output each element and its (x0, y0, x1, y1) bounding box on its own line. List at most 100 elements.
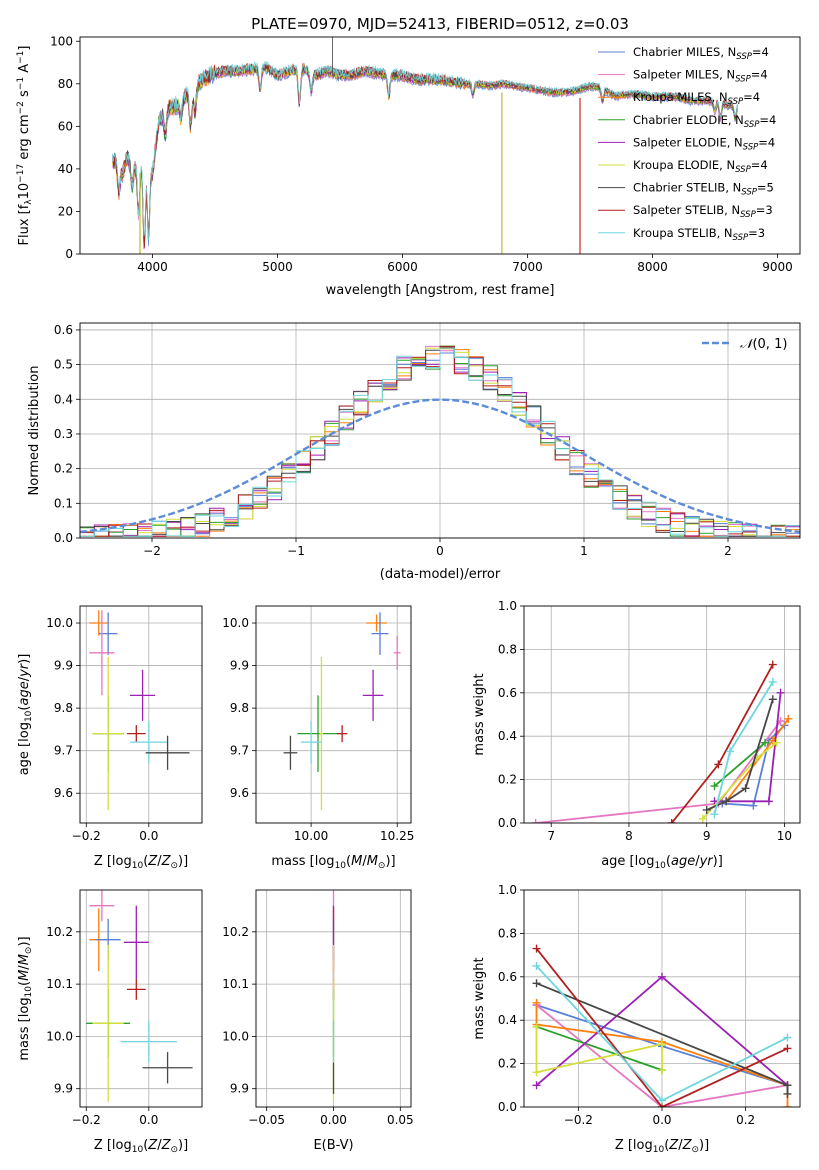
plot-area (80, 606, 202, 823)
legend-entry: Chabrier ELODIE, NSSP=4 (633, 113, 776, 130)
axes-frame (255, 889, 412, 1108)
weight-marker (768, 660, 777, 669)
x-tick-label: −0.2 (564, 1113, 593, 1127)
weight-marker (532, 998, 541, 1007)
axes-frame (79, 36, 801, 255)
y-tick-label: 0.5 (54, 358, 73, 372)
weight-marker (749, 801, 758, 810)
weight-marker (698, 814, 707, 823)
y-tick-label: 9.6 (54, 786, 73, 800)
axes-frame (79, 889, 203, 1108)
y-tick-label: 9.9 (230, 1082, 249, 1096)
axes-frame (255, 605, 412, 824)
x-tick-label: −0.2 (72, 1113, 101, 1127)
weight-marker (768, 677, 777, 686)
x-axis-label: Z [log10(Z/Z⊙)] (615, 1138, 709, 1155)
panel-weight-vs-Z: −0.2 0.0 0.2 0.0 0.2 0.4 0.6 0.8 1.0 Z [log10(Z/Z… (472, 883, 801, 1155)
weight-marker (710, 782, 719, 791)
weight-marker (667, 819, 676, 823)
y-axis-label: Normed distribution (27, 366, 42, 496)
weight-line (713, 681, 774, 815)
weight-marker (783, 1089, 792, 1098)
x-axis-label: mass [log10(M/M⊙)] (271, 854, 395, 871)
histogram-step (80, 347, 800, 537)
panel-age-vs-mass: 10.00 10.25 9.6 9.7 9.8 9.9 10.0 mass [log10(M/… (222, 605, 414, 871)
plot-area (256, 606, 411, 823)
y-tick-label: 1.0 (498, 883, 517, 897)
weight-marker (532, 979, 541, 988)
y-tick-label: 10.1 (222, 977, 249, 991)
y-axis-label: mass weight (472, 957, 487, 1039)
weight-marker (710, 810, 719, 819)
panel-mass-vs-Z: −0.2 0.0 9.9 10.0 10.1 10.2 Z [log10(Z/Z⊙)] mas… (17, 889, 203, 1155)
y-tick-label: 0.6 (498, 686, 517, 700)
weight-marker (532, 1068, 541, 1077)
weight-marker (772, 738, 781, 747)
legend-entry: Kroupa MILES, NSSP=4 (633, 90, 760, 107)
x-tick-label: −2 (143, 544, 161, 558)
y-tick-label: 9.9 (54, 659, 73, 673)
x-tick-label: 0.00 (320, 1113, 347, 1127)
plot-area (112, 37, 738, 254)
x-tick-label: 7000 (512, 260, 543, 274)
x-tick-label: 6000 (387, 260, 418, 274)
x-axis-label: Z [log10(Z/Z⊙)] (94, 1138, 188, 1155)
weight-marker (722, 797, 731, 806)
legend-entry: Chabrier STELIB, NSSP=5 (633, 181, 774, 198)
y-tick-label: 0.8 (498, 642, 517, 656)
x-tick-label: 4000 (137, 260, 168, 274)
y-tick-label: 9.8 (54, 701, 73, 715)
weight-marker (532, 961, 541, 970)
y-tick-label: 80 (58, 77, 73, 91)
y-tick-label: 0.6 (498, 970, 517, 984)
y-tick-label: 0.2 (54, 462, 73, 476)
y-tick-label: 60 (58, 119, 73, 133)
x-tick-label: 0.0 (652, 1113, 671, 1127)
plot-area (80, 323, 800, 538)
y-axis-label: Flux [fλ10−17 erg cm−2 s−1 A−1] (16, 46, 34, 246)
y-tick-label: 9.9 (54, 1082, 73, 1096)
x-tick-label: −1 (287, 544, 305, 558)
legend-entry: 𝒩(0, 1) (740, 337, 787, 352)
weight-marker (741, 784, 750, 793)
weight-marker (714, 760, 723, 769)
legend-entry: Kroupa ELODIE, NSSP=4 (633, 158, 768, 175)
weight-marker (702, 805, 711, 814)
x-tick-label: 9 (703, 829, 711, 843)
weight-marker (658, 1040, 666, 1049)
legend-entry: Salpeter STELIB, NSSP=3 (633, 203, 773, 220)
y-tick-label: 10.0 (222, 1029, 249, 1043)
panel-residuals: −2 −1 0 1 2 0.0 0.1 0.2 0.3 0.4 0.5 0.6 (data-model)… (27, 322, 801, 582)
panel-mass-vs-ebv: −0.05 0.00 0.05 9.9 10.0 10.1 10.2 E(B-V) (222, 889, 414, 1153)
y-tick-label: 0.8 (498, 926, 517, 940)
y-axis-label: age [log10(age/yr)] (17, 654, 34, 776)
y-tick-label: 9.8 (230, 701, 249, 715)
y-tick-label: 10.2 (222, 925, 249, 939)
x-axis-label: (data-model)/error (380, 567, 501, 582)
x-tick-label: 0 (436, 544, 444, 558)
x-tick-label: 0.0 (139, 829, 158, 843)
x-tick-label: 10 (777, 829, 792, 843)
x-tick-label: 7 (547, 829, 555, 843)
x-axis-label: Z [log10(Z/Z⊙)] (94, 854, 188, 871)
y-tick-label: 100 (50, 34, 73, 48)
axes-frame (523, 889, 801, 1108)
axes-frame (523, 605, 801, 824)
weight-line (535, 1004, 788, 1107)
weight-line (535, 948, 788, 1107)
y-axis-label: mass [log10(M/M⊙)] (17, 936, 34, 1060)
weight-marker (764, 797, 773, 806)
panel-spectrum: 4000 5000 6000 7000 8000 9000 0 20 40 60 80 100 wave… (16, 34, 801, 298)
y-tick-label: 0.2 (498, 1057, 517, 1071)
x-tick-label: 9000 (762, 260, 793, 274)
y-tick-label: 0.0 (498, 816, 517, 830)
y-tick-label: 9.7 (54, 744, 73, 758)
plot-area (256, 890, 411, 1107)
x-axis-label: wavelength [Angstrom, rest frame] (326, 283, 555, 298)
x-tick-label: 1 (580, 544, 588, 558)
y-tick-label: 0 (65, 247, 73, 261)
x-tick-label: −0.2 (72, 829, 101, 843)
weight-marker (783, 1044, 792, 1053)
legend-entry: Salpeter ELODIE, NSSP=4 (633, 135, 775, 152)
spectrum-line (112, 60, 738, 241)
